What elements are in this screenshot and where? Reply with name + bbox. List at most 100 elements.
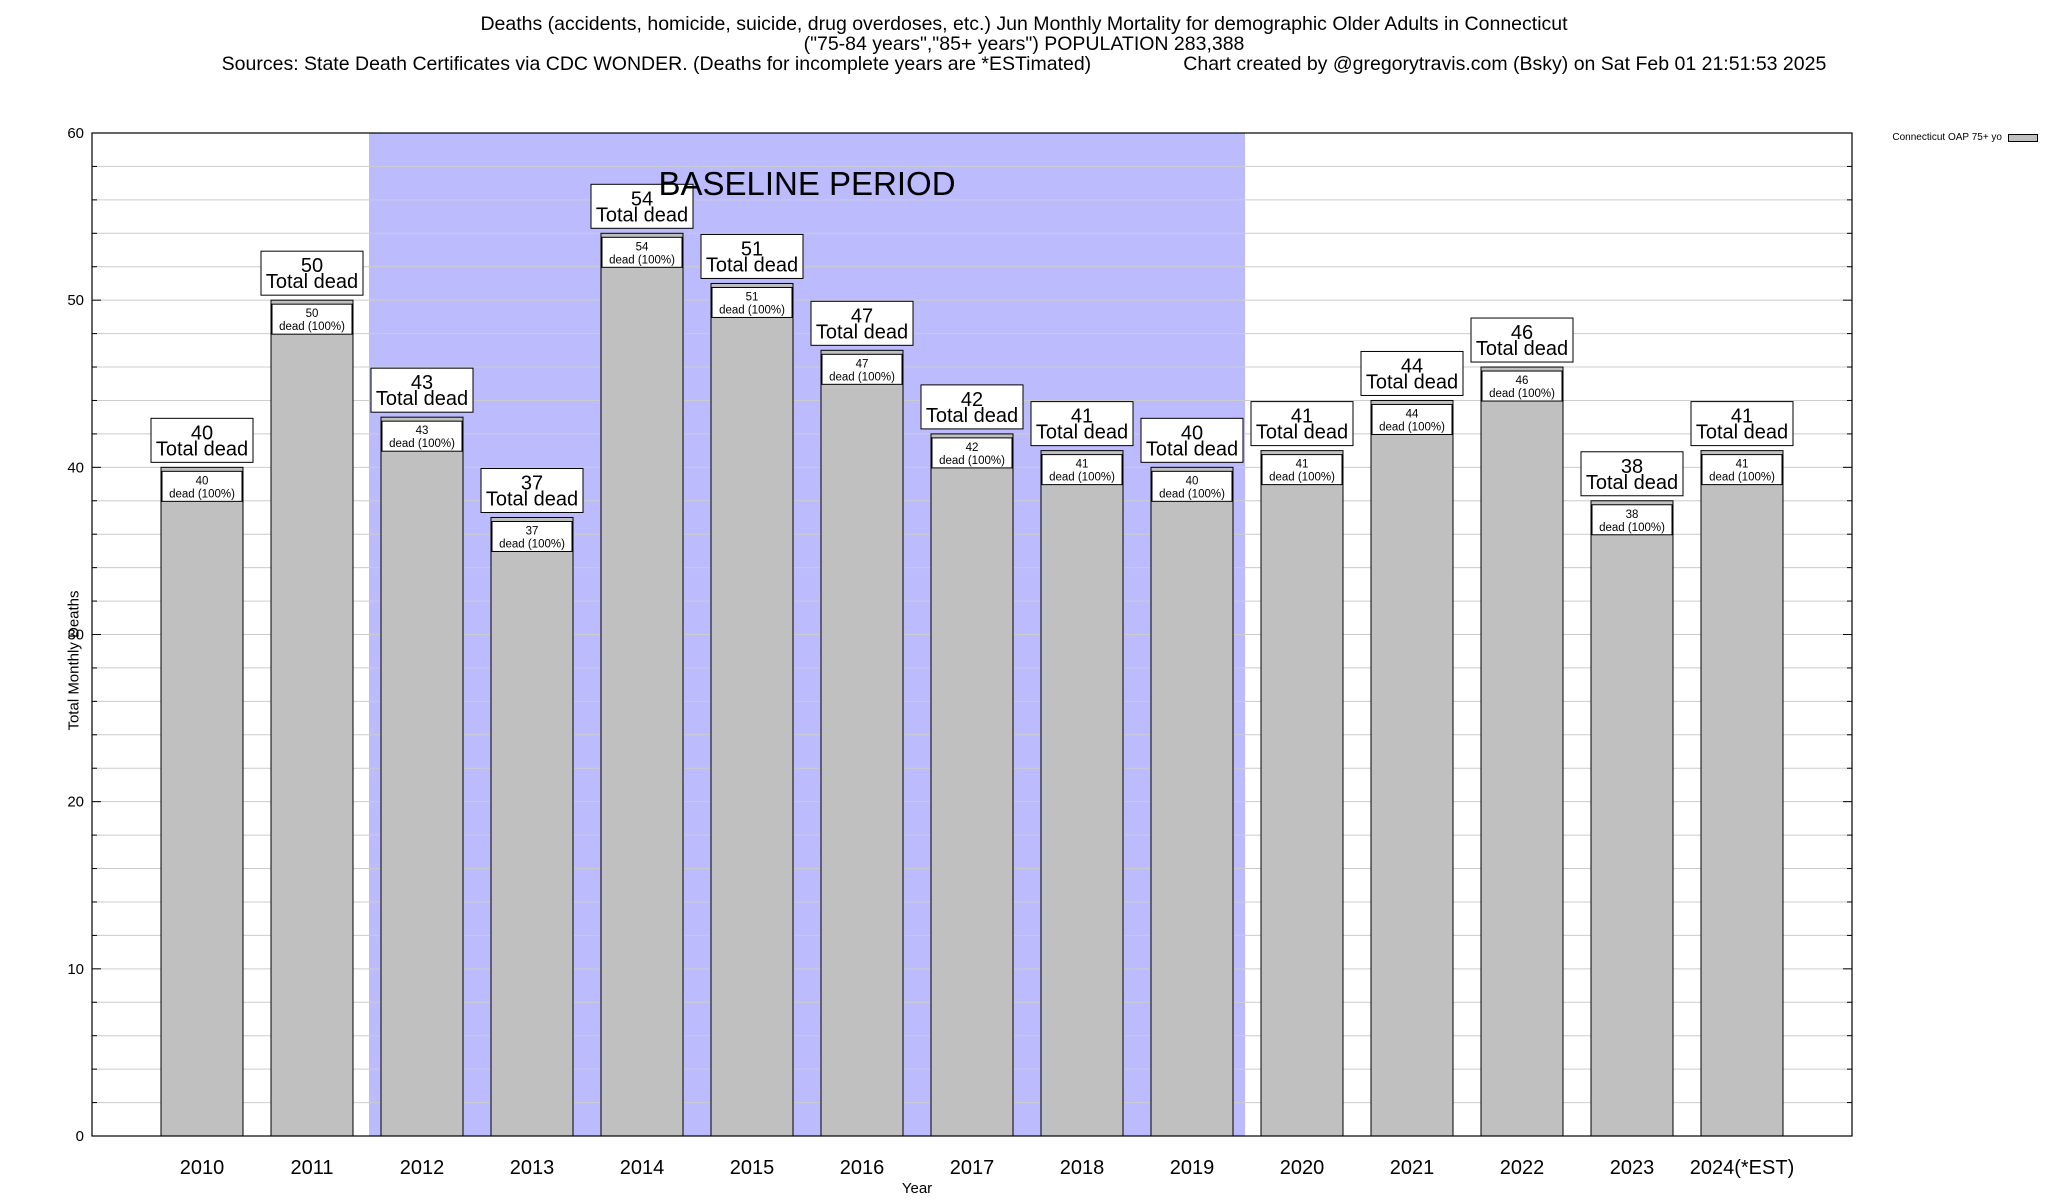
bar — [1700, 450, 1784, 1137]
inner-percent-label: dead (100%) — [1489, 388, 1555, 400]
top-total-label: Total dead — [376, 388, 468, 410]
top-label-box — [1030, 401, 1134, 447]
x-tick-label: 2024(*EST) — [1690, 1157, 1795, 1179]
top-total-label: Total dead — [266, 271, 358, 293]
inner-percent-label: dead (100%) — [169, 488, 235, 500]
top-value-label: 41 — [1071, 406, 1093, 428]
y-tick-label: 40 — [67, 459, 84, 476]
x-tick-label: 2023 — [1610, 1157, 1655, 1179]
inner-percent-label: dead (100%) — [829, 371, 895, 383]
bar — [1260, 450, 1344, 1137]
y-tick-label: 50 — [67, 292, 84, 309]
legend-swatch — [2008, 133, 2038, 142]
top-label-box — [700, 233, 804, 279]
inner-percent-label: dead (100%) — [1159, 488, 1225, 500]
inner-value-label: 47 — [856, 358, 869, 370]
top-label-box — [150, 417, 254, 463]
y-tick-label: 10 — [67, 961, 84, 978]
top-label-box — [1690, 401, 1794, 447]
top-label-box — [810, 300, 914, 346]
top-label-box — [370, 367, 474, 413]
x-tick-label: 2015 — [730, 1157, 775, 1179]
top-value-label: 51 — [741, 238, 763, 260]
top-label-box — [1250, 401, 1354, 447]
inner-percent-label: dead (100%) — [719, 304, 785, 316]
inner-value-label: 41 — [1736, 459, 1749, 471]
x-tick-label: 2017 — [950, 1157, 995, 1179]
bar — [1040, 450, 1124, 1137]
x-axis-label: Year — [902, 1180, 932, 1197]
top-value-label: 46 — [1511, 322, 1533, 344]
inner-label-box — [161, 470, 243, 502]
inner-value-label: 46 — [1516, 375, 1529, 387]
inner-label-box — [1151, 470, 1233, 502]
top-value-label: 40 — [1181, 422, 1203, 444]
baseline-period-label: BASELINE PERIOD — [658, 165, 955, 202]
top-total-label: Total dead — [1256, 422, 1348, 444]
inner-value-label: 51 — [746, 291, 759, 303]
top-value-label: 37 — [521, 472, 543, 494]
x-tick-label: 2010 — [180, 1157, 225, 1179]
top-label-box — [1140, 417, 1244, 463]
inner-label-box — [1591, 504, 1673, 536]
bar — [160, 466, 244, 1137]
x-tick-label: 2020 — [1280, 1157, 1325, 1179]
inner-label-box — [381, 420, 463, 452]
bar — [380, 416, 464, 1137]
inner-label-box — [1261, 454, 1343, 486]
top-label-box — [480, 467, 584, 513]
x-tick-label: 2021 — [1390, 1157, 1435, 1179]
top-value-label: 47 — [851, 305, 873, 327]
inner-label-box — [1371, 403, 1453, 435]
chart-title-line-1: Deaths (accidents, homicide, suicide, dr… — [480, 13, 1568, 35]
y-tick-label: 60 — [67, 125, 84, 142]
inner-percent-label: dead (100%) — [939, 455, 1005, 467]
inner-value-label: 54 — [636, 241, 649, 253]
top-label-box — [920, 384, 1024, 430]
top-total-label: Total dead — [1586, 472, 1678, 494]
chart-title-line-2: ("75-84 years","85+ years") POPULATION 2… — [803, 33, 1245, 55]
top-value-label: 50 — [301, 255, 323, 277]
x-tick-label: 2019 — [1170, 1157, 1215, 1179]
chart-title-line-3: Sources: State Death Certificates via CD… — [0, 54, 2048, 74]
inner-value-label: 37 — [526, 525, 539, 537]
inner-label-box — [271, 303, 353, 335]
inner-value-label: 41 — [1296, 459, 1309, 471]
top-total-label: Total dead — [1146, 438, 1238, 460]
inner-percent-label: dead (100%) — [1269, 472, 1335, 484]
top-total-label: Total dead — [596, 204, 688, 226]
top-total-label: Total dead — [926, 405, 1018, 427]
bar — [930, 433, 1014, 1137]
top-label-box — [1360, 350, 1464, 396]
x-tick-label: 2011 — [290, 1157, 333, 1179]
x-tick-label: 2013 — [510, 1157, 555, 1179]
inner-percent-label: dead (100%) — [1709, 472, 1775, 484]
inner-label-box — [711, 286, 793, 318]
inner-percent-label: dead (100%) — [389, 438, 455, 450]
top-total-label: Total dead — [1476, 338, 1568, 360]
top-value-label: 38 — [1621, 456, 1643, 478]
x-tick-label: 2018 — [1060, 1157, 1105, 1179]
inner-label-box — [1041, 454, 1123, 486]
top-value-label: 41 — [1291, 406, 1313, 428]
x-tick-label: 2022 — [1500, 1157, 1545, 1179]
top-label-box — [260, 250, 364, 296]
inner-value-label: 38 — [1626, 509, 1639, 521]
bar — [490, 516, 574, 1137]
chart-legend: Connecticut OAP 75+ yo — [1892, 132, 2038, 143]
plot-frame — [91, 132, 1853, 1137]
inner-value-label: 43 — [416, 425, 429, 437]
x-tick-label: 2016 — [840, 1157, 885, 1179]
bar — [820, 349, 904, 1137]
inner-value-label: 41 — [1076, 459, 1089, 471]
inner-label-box — [931, 437, 1013, 469]
top-total-label: Total dead — [1366, 371, 1458, 393]
inner-label-box — [1481, 370, 1563, 402]
top-value-label: 40 — [191, 422, 213, 444]
inner-value-label: 40 — [196, 475, 209, 487]
bar — [1480, 366, 1564, 1137]
bar — [1150, 466, 1234, 1137]
top-value-label: 44 — [1401, 355, 1423, 377]
x-tick-label: 2014 — [620, 1157, 665, 1179]
